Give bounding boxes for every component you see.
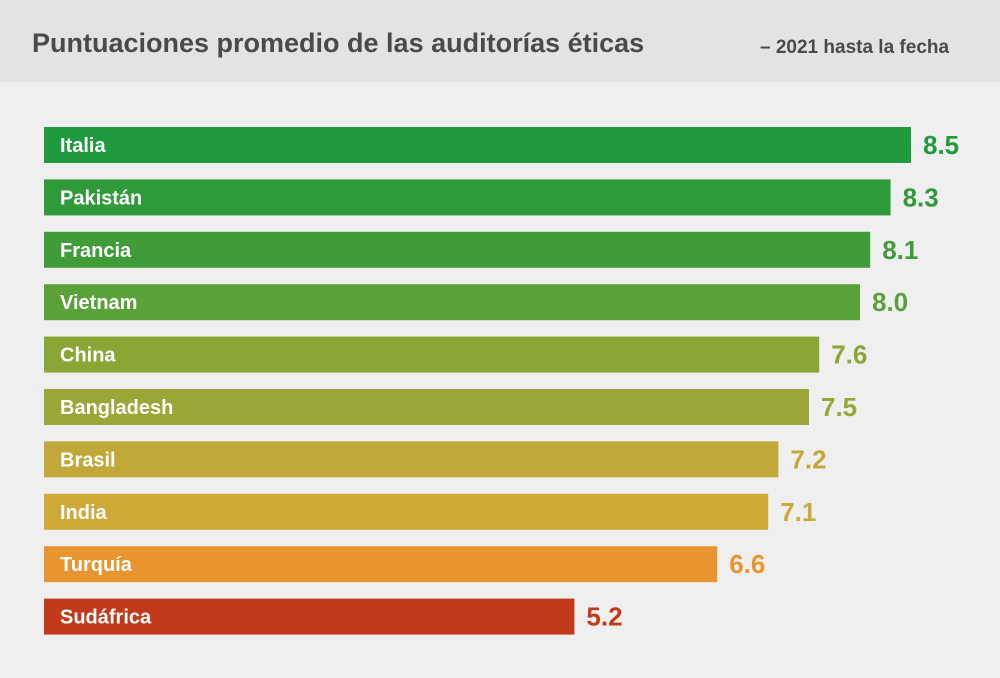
category-label-4: China — [60, 345, 116, 367]
bar-0 — [44, 127, 911, 163]
bar-4 — [44, 336, 820, 373]
bar-2 — [44, 231, 871, 268]
category-label-9: Sudáfrica — [60, 607, 152, 629]
bar-5 — [44, 389, 809, 425]
value-label-8: 6.6 — [729, 549, 765, 579]
value-label-7: 7.1 — [780, 497, 816, 527]
value-label-2: 8.1 — [882, 235, 918, 265]
category-label-2: Francia — [60, 240, 132, 262]
value-label-6: 7.2 — [790, 444, 826, 474]
bar-8 — [44, 546, 718, 583]
bar-1 — [44, 179, 891, 216]
value-label-0: 8.5 — [923, 130, 959, 160]
category-label-6: Brasil — [60, 449, 116, 471]
value-label-1: 8.3 — [903, 182, 939, 212]
bar-3 — [44, 284, 860, 321]
category-label-3: Vietnam — [60, 292, 137, 314]
value-label-3: 8.0 — [872, 287, 908, 317]
value-label-5: 7.5 — [821, 392, 857, 422]
bar-6 — [44, 441, 779, 478]
category-label-8: Turquía — [60, 554, 133, 576]
chart-header: Puntuaciones promedio de las auditorías … — [0, 0, 1000, 82]
value-label-9: 5.2 — [586, 602, 622, 632]
bars-group: Italia 8.5 Pakistán 8.3 Francia 8.1 Vietnam 8.0… — [44, 127, 959, 635]
category-label-7: India — [60, 502, 108, 524]
category-label-5: Bangladesh — [60, 397, 173, 419]
category-label-0: Italia — [60, 135, 106, 157]
value-label-4: 7.6 — [831, 340, 867, 370]
category-label-1: Pakistán — [60, 187, 142, 209]
bar-9 — [44, 598, 575, 635]
chart-subtitle: – 2021 hasta la fecha — [760, 37, 950, 58]
chart-title: Puntuaciones promedio de las auditorías … — [32, 28, 645, 58]
bar-7 — [44, 493, 769, 530]
